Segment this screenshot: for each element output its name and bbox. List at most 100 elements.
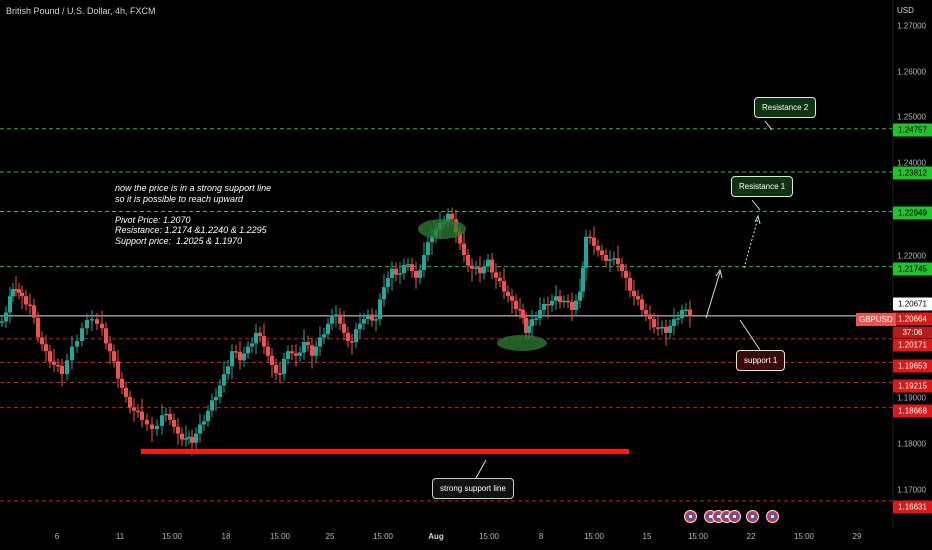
candle-body bbox=[684, 309, 688, 312]
candles bbox=[0, 207, 692, 456]
candle-body bbox=[502, 281, 506, 292]
candle-body bbox=[230, 351, 234, 367]
candle-body bbox=[246, 346, 250, 354]
candle-body bbox=[366, 314, 370, 320]
bar-countdown: 37:06 bbox=[893, 327, 932, 338]
currency-label: USD bbox=[897, 6, 914, 15]
candle-body bbox=[672, 319, 676, 326]
candle-body bbox=[85, 320, 89, 329]
us-flag-icon[interactable] bbox=[684, 510, 697, 523]
candle-body bbox=[574, 300, 578, 310]
candle-body bbox=[604, 255, 608, 261]
candle-body bbox=[466, 255, 470, 266]
candle-body bbox=[676, 318, 680, 320]
candle-body bbox=[624, 271, 628, 278]
candle-body bbox=[668, 325, 672, 333]
candle-body bbox=[534, 318, 538, 320]
candle-body bbox=[302, 342, 306, 353]
candle-body bbox=[608, 259, 612, 262]
candle-body bbox=[470, 265, 474, 269]
candle-body bbox=[75, 341, 79, 347]
symbol-badge[interactable]: GBPUSD bbox=[856, 313, 896, 326]
note-line: now the price is in a strong support lin… bbox=[115, 183, 272, 193]
candle-body bbox=[95, 319, 99, 324]
time-tick: 15:00 bbox=[161, 532, 183, 541]
candle-body bbox=[506, 291, 510, 297]
candle-body bbox=[414, 271, 418, 278]
candle-body bbox=[290, 351, 294, 354]
candle-body bbox=[194, 433, 198, 443]
time-tick: Aug bbox=[428, 532, 444, 541]
candle-body bbox=[238, 352, 242, 361]
resistance-label: 1.24757 bbox=[893, 123, 932, 137]
candle-body bbox=[394, 268, 398, 275]
candle-body bbox=[334, 314, 338, 317]
support-label: 1.16631 bbox=[893, 500, 932, 514]
candle-body bbox=[258, 332, 262, 337]
candle-body bbox=[374, 319, 378, 321]
candle-body bbox=[80, 328, 84, 342]
candle-body bbox=[40, 337, 44, 345]
candle-body bbox=[112, 351, 116, 362]
price-tick: 1.26000 bbox=[897, 67, 926, 77]
candle-body bbox=[644, 309, 648, 315]
resistance-1-callout[interactable]: Resistance 1 bbox=[731, 176, 794, 197]
candle-body bbox=[550, 300, 554, 306]
us-flag-icon[interactable] bbox=[728, 510, 741, 523]
time-tick: 15:00 bbox=[478, 532, 500, 541]
candle-body bbox=[542, 304, 546, 310]
candle-body bbox=[406, 264, 410, 266]
candle-body bbox=[558, 296, 562, 303]
candle-body bbox=[28, 304, 32, 306]
candle-body bbox=[322, 334, 326, 338]
top-highlight bbox=[418, 219, 466, 239]
callout-pointer bbox=[475, 459, 487, 479]
candle-body bbox=[14, 289, 18, 291]
price-tick: 1.18000 bbox=[897, 439, 926, 449]
candle-body bbox=[386, 277, 390, 288]
candle-body bbox=[266, 346, 270, 356]
candle-body bbox=[652, 319, 656, 328]
callout-pointer bbox=[764, 120, 773, 131]
resistance-2-callout[interactable]: Resistance 2 bbox=[754, 97, 817, 118]
price-tick: 1.19000 bbox=[897, 393, 926, 403]
candle-body bbox=[262, 336, 266, 347]
support-label: 1.18668 bbox=[893, 404, 932, 418]
time-tick: 29 bbox=[852, 532, 862, 541]
candle-body bbox=[0, 321, 4, 323]
us-flag-icon[interactable] bbox=[746, 510, 759, 523]
candle-body bbox=[206, 410, 210, 422]
resistance-label: 1.21745 bbox=[893, 262, 932, 276]
candle-body bbox=[446, 213, 450, 223]
candle-body bbox=[145, 419, 149, 425]
candle-body bbox=[274, 364, 278, 374]
strong-support-bar bbox=[141, 448, 629, 454]
price-tick: 1.22000 bbox=[897, 251, 926, 261]
time-tick: 25 bbox=[325, 532, 335, 541]
candle-body bbox=[294, 353, 298, 356]
us-flag-icon[interactable] bbox=[766, 510, 779, 523]
candle-body bbox=[318, 337, 322, 347]
support-1-callout[interactable]: support 1 bbox=[736, 350, 786, 371]
candle-body bbox=[70, 346, 74, 361]
price-tick: 1.24000 bbox=[897, 158, 926, 168]
note-line: Resistance: 1.2174 &1.2240 & 1.2295 bbox=[115, 225, 267, 235]
candle-body bbox=[90, 319, 94, 321]
candle-body bbox=[120, 378, 124, 388]
time-tick: 15:00 bbox=[793, 532, 815, 541]
candle-body bbox=[136, 410, 140, 413]
support-label: 1.20171 bbox=[893, 338, 932, 352]
candle-body bbox=[116, 361, 120, 379]
time-tick: 15:00 bbox=[372, 532, 394, 541]
candle-body bbox=[108, 343, 112, 352]
candle-body bbox=[32, 305, 36, 318]
strong-support-callout[interactable]: strong support line bbox=[432, 478, 514, 499]
candle-body bbox=[172, 419, 176, 427]
time-tick: 15:00 bbox=[269, 532, 291, 541]
time-tick: 22 bbox=[746, 532, 756, 541]
candle-body bbox=[184, 438, 188, 440]
callout-pointer bbox=[739, 319, 761, 351]
candle-body bbox=[592, 237, 596, 246]
chart-title: British Pound / U.S. Dollar, 4h, FXCM bbox=[6, 6, 156, 16]
